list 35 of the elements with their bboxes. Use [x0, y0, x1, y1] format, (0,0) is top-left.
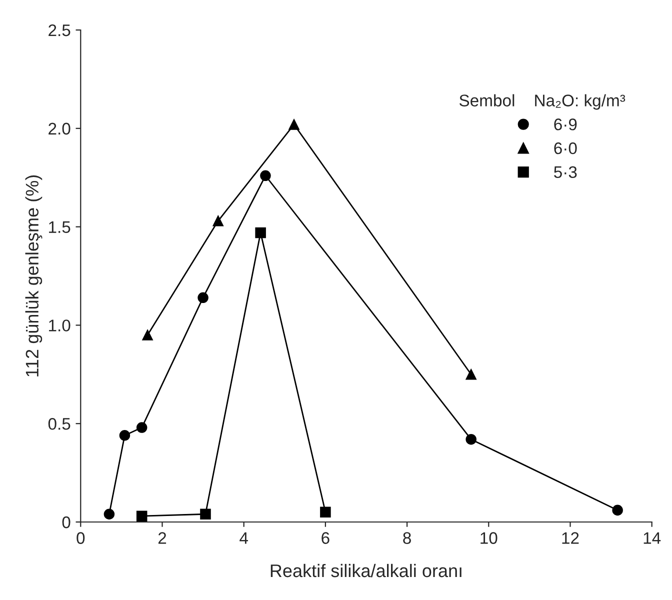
point — [119, 430, 130, 441]
y-tick-label: 2.5 — [48, 24, 70, 36]
legend-title: Sembol Na₂O: kg/m³ — [459, 94, 626, 110]
point — [260, 170, 271, 182]
x-tick-label: 8 — [403, 532, 411, 544]
point — [212, 216, 224, 226]
x-tick-label: 14 — [644, 532, 661, 544]
x-tick-label: 2 — [158, 532, 166, 544]
point — [320, 506, 331, 518]
point — [466, 434, 476, 445]
point — [198, 292, 208, 304]
y-axis-title: 112 günlük genleşme (%) — [25, 175, 42, 376]
x-tick-label: 0 — [76, 532, 85, 544]
point — [466, 369, 476, 380]
y-tick-label: 1.5 — [49, 221, 70, 234]
point — [104, 508, 115, 520]
point — [288, 119, 300, 130]
point — [612, 504, 623, 516]
legend-label: 6·0 — [554, 142, 577, 154]
point — [200, 508, 211, 520]
x-tick-label: 4 — [240, 532, 248, 544]
point — [136, 422, 148, 433]
x-tick-label: 12 — [562, 532, 579, 544]
y-tick-label: 1.0 — [49, 320, 70, 332]
legend-label: 5·3 — [554, 166, 577, 178]
x-tick-label: 6 — [322, 532, 330, 544]
legend-label: 6·9 — [554, 118, 577, 130]
y-tick-label: 0 — [62, 516, 70, 528]
point — [142, 330, 153, 340]
x-tick-label: 10 — [480, 532, 498, 544]
x-axis-title: Reaktif silika/alkali oranı — [270, 564, 462, 578]
y-tick-label: 0.5 — [48, 418, 70, 430]
point — [136, 510, 148, 522]
point — [255, 227, 266, 238]
y-tick-label: 2.0 — [48, 122, 70, 135]
